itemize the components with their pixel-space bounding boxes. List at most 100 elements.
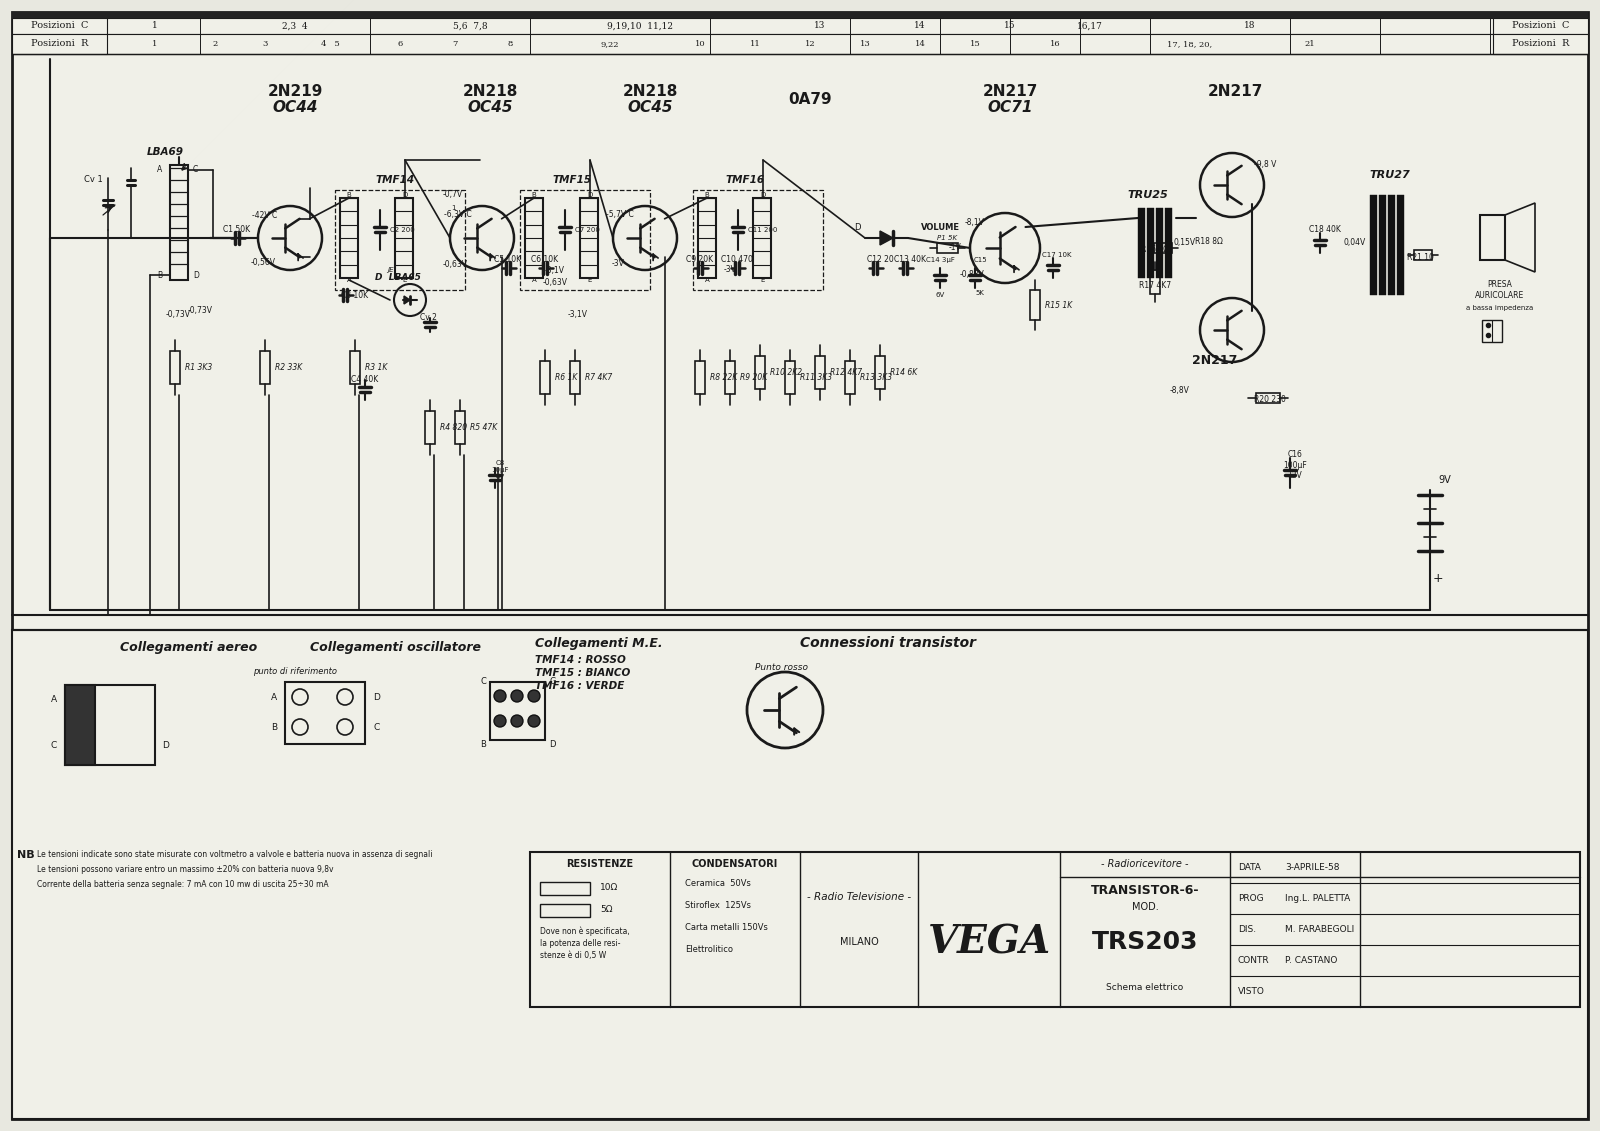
Text: TRS203: TRS203 [1091,930,1198,955]
Text: -5,7V C: -5,7V C [606,209,634,218]
Bar [1370,195,1378,295]
Text: 13: 13 [859,40,870,48]
Text: B: B [704,192,709,198]
Bar [170,165,189,280]
Text: R15 1K: R15 1K [1045,301,1072,310]
Text: 2N217: 2N217 [1192,354,1238,366]
Text: -8,8V: -8,8V [1170,386,1190,395]
Text: C9 20K: C9 20K [686,256,714,265]
Bar [426,411,435,444]
Bar [694,361,706,394]
Text: B: B [270,723,277,732]
Text: CONTR: CONTR [1238,956,1270,965]
Text: TMF16: TMF16 [725,175,765,185]
Bar [786,361,795,394]
Bar [1165,208,1171,278]
Text: -6,3V C: -6,3V C [445,209,472,218]
Text: Carta metalli 150Vs: Carta metalli 150Vs [685,924,768,932]
Text: Le tensioni indicate sono state misurate con voltmetro a valvole e batteria nuov: Le tensioni indicate sono state misurate… [37,851,432,860]
Text: C14 3μF: C14 3μF [925,257,955,264]
Text: P1 5K: P1 5K [938,235,957,241]
Bar [1414,250,1432,260]
Bar [875,356,885,389]
Text: C2 200: C2 200 [390,227,414,233]
Text: A: A [270,692,277,701]
Text: M. FARABEGOLI: M. FARABEGOLI [1285,925,1354,934]
Text: 6: 6 [397,40,403,48]
Text: 9,19,10  11,12: 9,19,10 11,12 [606,21,674,31]
Text: Collegamenti aereo: Collegamenti aereo [120,641,258,655]
Text: 3: 3 [262,40,267,48]
Text: -8,1V: -8,1V [965,217,986,226]
Text: R8 22K: R8 22K [710,373,738,382]
Text: 0,04V: 0,04V [1344,238,1366,247]
Bar [520,190,650,290]
Text: A: A [531,277,536,283]
Bar [693,190,822,290]
Text: RESISTENZE: RESISTENZE [566,860,634,869]
Text: 16,17: 16,17 [1077,21,1102,31]
Text: 2N217: 2N217 [1208,85,1262,100]
Text: D: D [854,224,861,233]
Text: G: G [549,677,555,687]
Text: -42V C: -42V C [253,210,278,219]
Bar [285,682,365,744]
Text: R20 230: R20 230 [1254,396,1286,405]
Text: 17, 18, 20,: 17, 18, 20, [1168,40,1213,48]
Bar [579,198,598,278]
Text: -3V: -3V [723,266,736,275]
Text: 14: 14 [915,40,925,48]
Text: Punto rosso: Punto rosso [755,664,808,673]
Text: R9 20K: R9 20K [739,373,768,382]
Bar [1379,195,1386,295]
Text: C6 10K: C6 10K [531,256,558,265]
Text: +: + [1432,571,1443,585]
Bar [1480,215,1506,260]
Text: Corrente della batteria senza segnale: 7 mA con 10 mw di uscita 25÷30 mA: Corrente della batteria senza segnale: 7… [37,880,328,889]
Circle shape [510,715,523,727]
Text: R2 33K: R2 33K [275,363,302,372]
Text: C18 40K: C18 40K [1309,225,1341,234]
Text: C11 200: C11 200 [749,227,778,233]
Text: -0,73V: -0,73V [187,305,213,314]
Text: a bassa impedenza: a bassa impedenza [1466,305,1534,311]
Text: C4 40K: C4 40K [352,375,379,385]
Text: Posizioni  C: Posizioni C [1512,21,1570,31]
Text: DIS.: DIS. [1238,925,1256,934]
Text: -0,63V: -0,63V [542,277,568,286]
Bar [845,361,854,394]
Text: R16 8Ω: R16 8Ω [1141,245,1170,254]
Text: 0A79: 0A79 [789,93,832,107]
Text: TMF14 : ROSSO: TMF14 : ROSSO [534,655,626,665]
Text: Collegamenti M.E.: Collegamenti M.E. [534,637,662,649]
Text: 16: 16 [1050,40,1061,48]
Text: Stiroflex  125Vs: Stiroflex 125Vs [685,901,750,910]
Text: P. CASTANO: P. CASTANO [1285,956,1338,965]
Text: Dove non è specificata,: Dove non è specificata, [541,927,630,936]
Text: PRESA
AURICOLARE: PRESA AURICOLARE [1475,280,1525,300]
Text: 11: 11 [750,40,760,48]
Text: LBA69: LBA69 [147,147,184,157]
Bar [1397,195,1405,295]
Bar [938,243,958,253]
Text: TMF16 : VERDE: TMF16 : VERDE [534,681,624,691]
Text: C16
100μF
12V: C16 100μF 12V [1283,450,1307,480]
Text: C7 200: C7 200 [574,227,600,233]
Circle shape [510,690,523,702]
Text: C5 10K: C5 10K [494,256,522,265]
Text: 13: 13 [814,21,826,31]
Text: 18: 18 [1245,21,1256,31]
Bar [13,18,107,34]
Text: Elettrolitico: Elettrolitico [685,946,733,955]
Text: 1: 1 [152,40,158,48]
Text: VOLUME: VOLUME [920,224,960,233]
Text: 5,6  7,8: 5,6 7,8 [453,21,488,31]
Text: - Radioricevitore -: - Radioricevitore - [1101,860,1189,869]
Text: -3,1V: -3,1V [568,311,589,319]
Text: 2: 2 [213,40,218,48]
Text: 10Ω: 10Ω [600,883,618,892]
Text: la potenza delle resi-: la potenza delle resi- [541,939,621,948]
Text: E: E [762,277,765,283]
Text: -1V: -1V [949,243,962,252]
Bar [541,882,590,895]
